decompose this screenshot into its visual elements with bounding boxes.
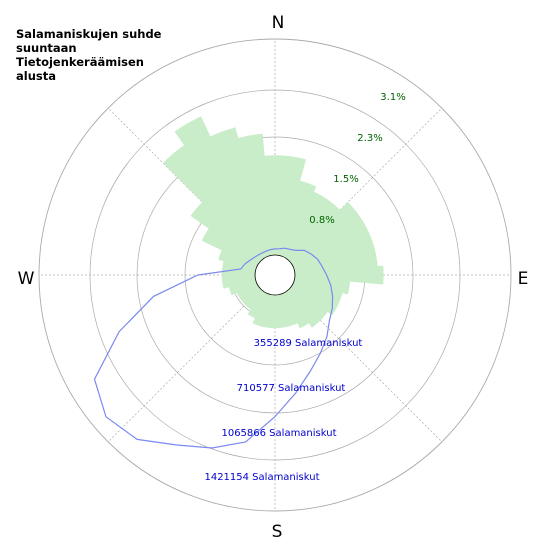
percent-tick-label: 1.5% [333,174,358,185]
compass-e: E [518,269,529,289]
chart-title: Salamaniskujen suhde suuntaan Tietojenke… [16,27,162,83]
percent-area-series [163,116,384,329]
percent-tick-label: 2.3% [357,133,382,144]
compass-n: N [272,13,285,33]
percent-tick-label: 3.1% [380,92,405,103]
center-hole [254,254,296,296]
percent-tick-labels: 0.8% 1.5% 2.3% 3.1% [309,92,405,226]
count-tick-label: 1065866 Salamaniskut [221,428,336,439]
count-tick-label: 1421154 Salamaniskut [204,472,319,483]
percent-tick-label: 0.8% [309,215,334,226]
count-tick-label: 355289 Salamaniskut [254,338,363,349]
count-line-series [93,247,334,449]
count-tick-labels: 355289 Salamaniskut 710577 Salamaniskut 10… [204,338,362,483]
compass-w: W [18,269,35,289]
grid-spoke [107,288,262,443]
grid-ring [38,38,512,512]
count-tick-label: 710577 Salamaniskut [237,383,346,394]
compass-s: S [272,522,283,542]
